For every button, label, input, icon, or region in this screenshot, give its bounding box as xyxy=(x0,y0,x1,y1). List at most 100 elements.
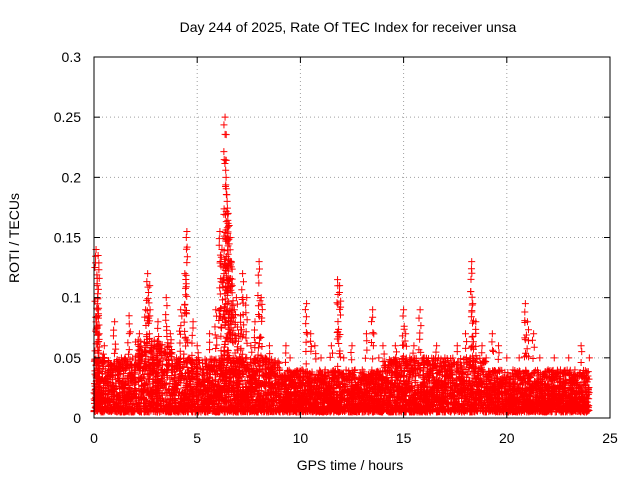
data-point xyxy=(115,383,123,391)
data-point xyxy=(205,396,213,404)
data-point xyxy=(139,402,147,410)
data-point xyxy=(140,396,148,404)
data-point xyxy=(258,367,266,375)
data-point xyxy=(117,404,125,412)
data-point xyxy=(205,404,213,412)
data-point xyxy=(269,391,277,399)
data-point xyxy=(246,408,254,416)
data-point xyxy=(106,372,114,380)
data-point xyxy=(232,408,240,416)
data-point xyxy=(124,378,132,386)
data-point xyxy=(132,356,140,364)
data-point xyxy=(154,400,162,408)
data-point xyxy=(201,373,209,381)
data-point xyxy=(268,359,276,367)
data-point xyxy=(218,393,226,401)
data-point xyxy=(99,384,107,392)
data-point xyxy=(274,380,282,388)
data-point xyxy=(244,377,252,385)
data-point xyxy=(198,377,206,385)
data-point xyxy=(230,383,238,391)
data-point xyxy=(259,395,267,403)
data-point xyxy=(252,402,260,410)
data-point xyxy=(249,407,257,415)
data-point xyxy=(155,395,163,403)
data-point xyxy=(258,402,266,410)
data-point xyxy=(134,346,142,354)
data-point xyxy=(109,385,117,393)
data-point xyxy=(150,365,158,373)
data-point xyxy=(154,361,162,369)
data-point xyxy=(99,362,107,370)
data-point xyxy=(124,404,132,412)
data-point xyxy=(257,406,265,414)
data-point xyxy=(116,364,124,372)
data-point xyxy=(125,390,133,398)
data-point xyxy=(202,408,210,416)
data-point xyxy=(223,374,231,382)
data-point xyxy=(205,364,213,372)
data-point xyxy=(175,406,183,414)
data-point xyxy=(272,377,280,385)
data-point xyxy=(273,392,281,400)
data-point xyxy=(275,359,283,367)
data-point xyxy=(179,390,187,398)
data-point xyxy=(255,362,263,370)
data-point xyxy=(223,398,231,406)
data-point xyxy=(181,396,189,404)
data-point xyxy=(216,384,224,392)
data-point xyxy=(175,360,183,368)
data-point xyxy=(200,389,208,397)
data-point xyxy=(121,392,129,400)
data-point xyxy=(212,408,220,416)
data-point xyxy=(119,374,127,382)
data-point xyxy=(192,384,200,392)
data-point xyxy=(254,408,262,416)
data-point xyxy=(109,371,117,379)
data-point xyxy=(181,389,189,397)
data-point xyxy=(262,369,270,377)
data-point xyxy=(168,355,176,363)
data-point xyxy=(234,387,242,395)
data-point xyxy=(266,378,274,386)
data-point xyxy=(137,342,145,350)
data-point xyxy=(229,384,237,392)
data-point xyxy=(194,393,202,401)
data-point xyxy=(132,379,140,387)
data-point xyxy=(225,393,233,401)
data-point xyxy=(213,393,221,401)
data-point xyxy=(189,396,197,404)
data-point xyxy=(133,361,141,369)
data-point xyxy=(147,387,155,395)
data-point xyxy=(177,365,185,373)
data-point xyxy=(150,404,158,412)
data-point xyxy=(151,407,159,415)
data-point xyxy=(111,407,119,415)
data-point xyxy=(93,402,101,410)
data-point xyxy=(105,357,113,365)
data-point xyxy=(239,384,247,392)
data-point xyxy=(222,394,230,402)
data-point xyxy=(123,361,131,369)
data-point xyxy=(171,403,179,411)
data-point xyxy=(185,382,193,390)
data-point xyxy=(113,392,121,400)
data-point xyxy=(170,407,178,415)
data-point xyxy=(265,402,273,410)
data-point xyxy=(154,368,162,376)
data-point xyxy=(157,357,165,365)
data-point xyxy=(146,391,154,399)
data-point xyxy=(211,386,219,394)
data-points xyxy=(90,113,593,416)
data-point xyxy=(249,398,257,406)
data-point xyxy=(227,406,235,414)
data-point xyxy=(169,362,177,370)
data-point xyxy=(117,370,125,378)
data-point xyxy=(237,356,245,364)
data-point xyxy=(144,375,152,383)
data-point xyxy=(239,391,247,399)
data-point xyxy=(185,399,193,407)
data-point xyxy=(125,403,133,411)
data-point xyxy=(149,359,157,367)
